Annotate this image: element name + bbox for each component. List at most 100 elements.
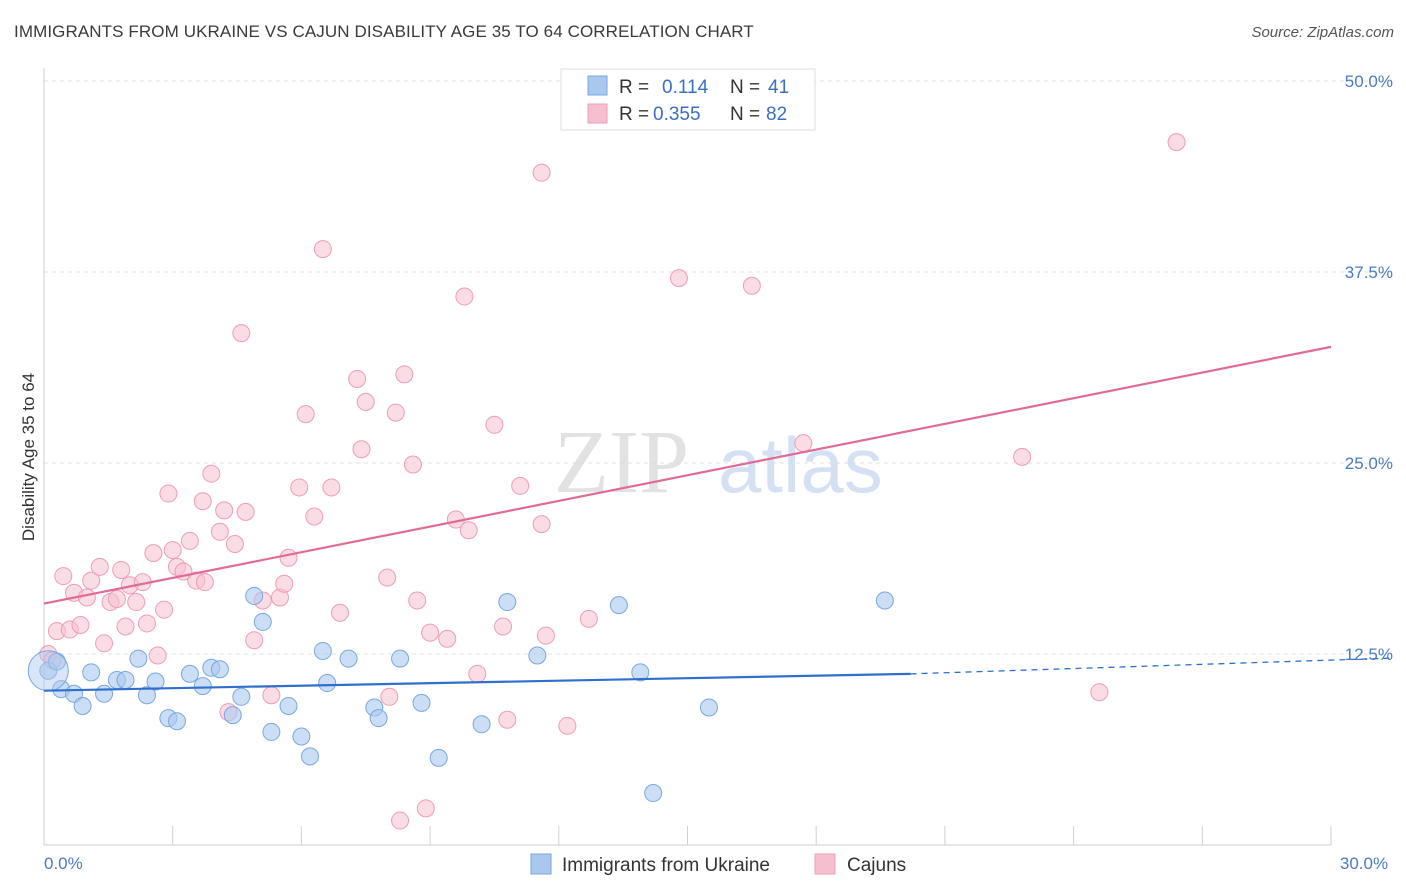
- cajuns-points: [39, 133, 1186, 830]
- cajuns-point: [225, 534, 244, 553]
- cajuns-point: [305, 507, 324, 526]
- ukraine-points: [27, 586, 894, 803]
- ukraine-point: [167, 712, 186, 731]
- cajuns-point: [90, 557, 109, 576]
- cajuns-point: [558, 716, 577, 735]
- cajuns-point: [485, 415, 504, 434]
- cajuns-point: [202, 464, 221, 483]
- cajuns-point: [532, 163, 551, 182]
- cajuns-point: [163, 541, 182, 560]
- chart-title: IMMIGRANTS FROM UKRAINE VS CAJUN DISABIL…: [14, 22, 754, 41]
- ukraine-point: [429, 748, 448, 767]
- legend-bottom-label-ukraine: Immigrants from Ukraine: [562, 855, 770, 876]
- x-axis-ticks: [43, 826, 1332, 845]
- cajuns-point: [159, 484, 178, 503]
- legend-r-label-2: R =: [619, 104, 649, 125]
- cajuns-point: [262, 686, 281, 705]
- cajuns-point: [313, 240, 332, 259]
- cajuns-point: [77, 588, 96, 607]
- ukraine-point: [146, 672, 165, 691]
- ukraine-point: [369, 709, 388, 728]
- cajuns-point: [468, 664, 487, 683]
- cajuns-point: [195, 573, 214, 592]
- legend-r-value-1: 0.114: [662, 77, 709, 98]
- ukraine-point: [318, 674, 337, 693]
- watermark-zip: ZIP: [554, 413, 689, 512]
- cajuns-point: [82, 571, 101, 590]
- cajuns-point: [669, 269, 688, 288]
- cajuns-point: [137, 614, 156, 633]
- legend-bottom: Immigrants from Ukraine Cajuns: [530, 853, 906, 876]
- legend-blue-swatch: [587, 75, 608, 96]
- legend-top: R = 0.114 N = 41 R = 0.355 N = 82: [560, 68, 816, 131]
- cajuns-point: [421, 623, 440, 642]
- cajuns-point: [356, 392, 375, 411]
- cajuns-point: [144, 544, 163, 563]
- grid-lines: [44, 80, 1392, 655]
- ukraine-point: [223, 706, 242, 725]
- cajuns-point: [380, 687, 399, 706]
- cajuns-point: [532, 515, 551, 534]
- ukraine-point: [498, 593, 517, 612]
- cajuns-point: [232, 324, 251, 343]
- cajuns-point: [403, 455, 422, 474]
- ukraine-point: [644, 784, 663, 803]
- cajuns-point: [275, 574, 294, 593]
- cajuns-point: [438, 629, 457, 648]
- ukraine-point: [412, 693, 431, 712]
- cajuns-point: [579, 609, 598, 628]
- ukraine-point: [609, 596, 628, 615]
- ukraine-point: [137, 686, 156, 705]
- cajuns-point: [408, 591, 427, 610]
- ukraine-point: [279, 696, 298, 715]
- cajuns-point: [322, 478, 341, 497]
- cajuns-point: [1167, 133, 1186, 152]
- cajuns-point: [155, 600, 174, 619]
- cajuns-point: [210, 522, 229, 541]
- cajuns-point: [1090, 683, 1109, 702]
- ukraine-point: [180, 664, 199, 683]
- ukraine-point: [210, 660, 229, 679]
- ukraine-point: [699, 698, 718, 717]
- legend-r-label-1: R =: [619, 77, 649, 98]
- source-label: Source: ZipAtlas.com: [1251, 24, 1394, 41]
- cajuns-point: [236, 502, 255, 521]
- y-axis-label: Disability Age 35 to 64: [19, 373, 38, 541]
- legend-n-label-1: N =: [730, 77, 760, 98]
- ukraine-point: [631, 663, 650, 682]
- ukraine-point: [875, 591, 894, 610]
- cajuns-point: [193, 492, 212, 511]
- cajuns-point: [386, 403, 405, 422]
- legend-pink-swatch: [587, 103, 608, 124]
- ukraine-point: [193, 677, 212, 696]
- ukraine-point: [313, 641, 332, 660]
- cajuns-point: [536, 626, 555, 645]
- trend-lines: [43, 345, 1393, 692]
- ukraine-point: [73, 696, 92, 715]
- legend-n-value-1: 41: [768, 77, 789, 98]
- cajuns-point: [112, 560, 131, 579]
- x-tick-label-min: 0.0%: [44, 854, 83, 873]
- cajuns-point: [148, 646, 167, 665]
- cajuns-trend-line: [43, 345, 1332, 605]
- ukraine-point: [391, 649, 410, 668]
- ukraine-point: [253, 612, 272, 631]
- ukraine-point: [116, 670, 135, 689]
- cajuns-point: [71, 615, 90, 634]
- y-tick-label-2: 37.5%: [1345, 263, 1393, 282]
- ukraine-trend-line: [43, 672, 911, 692]
- x-tick-label-max: 30.0%: [1340, 854, 1388, 873]
- legend-bottom-label-cajuns: Cajuns: [847, 855, 906, 876]
- cajuns-point: [116, 617, 135, 636]
- y-tick-label-1: 25.0%: [1345, 454, 1393, 473]
- cajuns-point: [498, 710, 517, 729]
- cajuns-point: [95, 634, 114, 653]
- ukraine-point: [339, 649, 358, 668]
- cajuns-point: [127, 593, 146, 612]
- ukraine-point: [82, 663, 101, 682]
- cajuns-point: [455, 287, 474, 306]
- cajuns-point: [511, 476, 530, 495]
- ukraine-point: [245, 586, 264, 605]
- y-tick-label-3: 50.0%: [1345, 72, 1393, 91]
- cajuns-point: [395, 365, 414, 384]
